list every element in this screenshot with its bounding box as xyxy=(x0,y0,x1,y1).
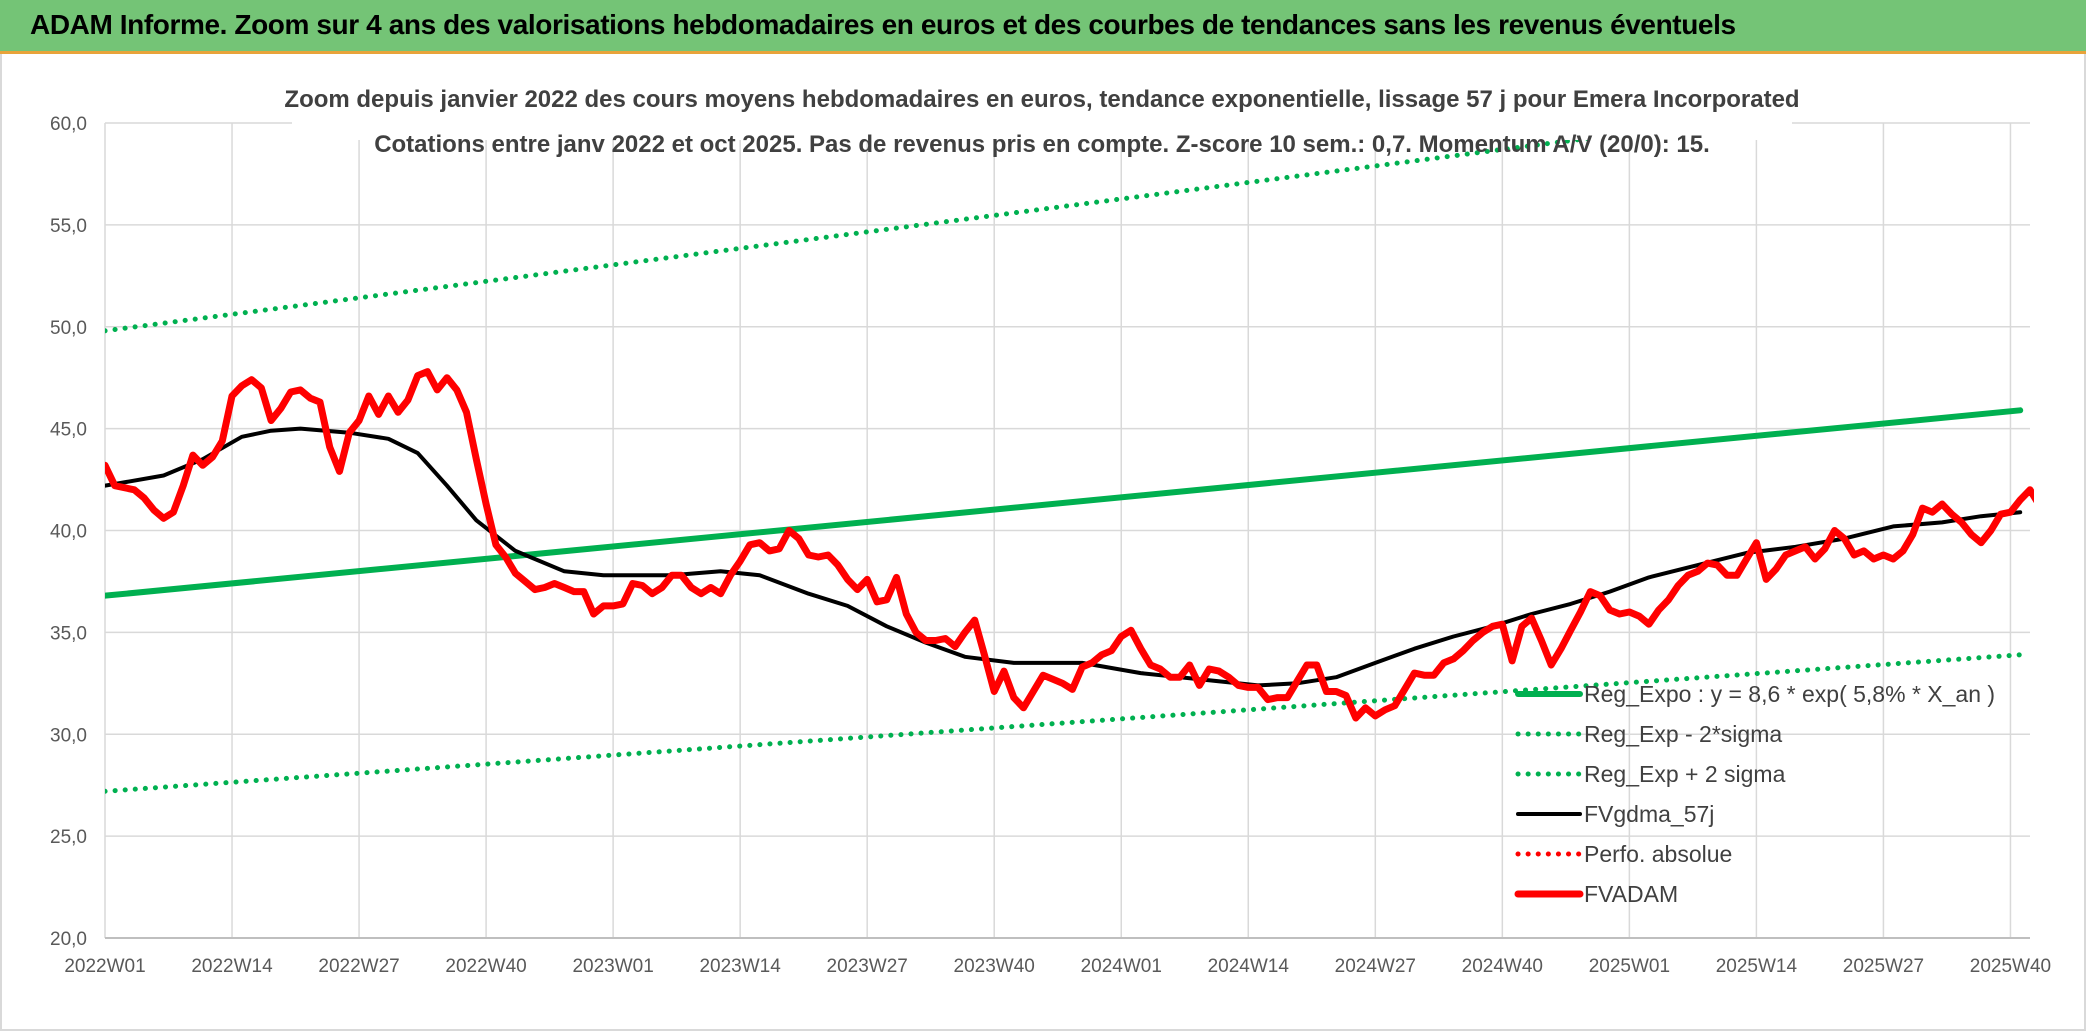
legend-label-reg-expo-line: Reg_Expo : y = 8,6 * exp( 5,8% * X_an ) xyxy=(1584,681,1995,707)
legend-label-fvadam-line: FVADAM xyxy=(1584,881,1678,907)
legend-label-fvgdma-57j-line: FVgdma_57j xyxy=(1584,801,1714,827)
x-tick-label: 2025W27 xyxy=(1843,956,1924,977)
chart-subtitle-line2: Cotations entre janv 2022 et oct 2025. P… xyxy=(374,131,1710,158)
fvgdma-57j-line xyxy=(105,426,2023,688)
x-tick-label: 2024W40 xyxy=(1462,956,1543,977)
reg-exp-minus-2sigma-line xyxy=(105,652,2023,794)
x-tick-label: 2025W40 xyxy=(1970,956,2051,977)
x-tick-label: 2024W14 xyxy=(1208,956,1290,977)
reg-exp-plus-2sigma-line xyxy=(105,119,1757,334)
y-tick-label: 40,0 xyxy=(50,522,87,543)
y-tick-label: 45,0 xyxy=(50,420,87,441)
y-tick-label: 55,0 xyxy=(50,216,87,237)
legend-label-perfo-absolue-line: Perfo. absolue xyxy=(1584,841,1732,867)
y-tick-label: 30,0 xyxy=(50,725,87,746)
chart-legend: Reg_Expo : y = 8,6 * exp( 5,8% * X_an ) R… xyxy=(1514,681,1995,907)
x-tick-label: 2023W01 xyxy=(572,956,653,977)
x-tick-label: 2025W01 xyxy=(1589,956,1670,977)
report-banner: ADAM Informe. Zoom sur 4 ans des valoris… xyxy=(0,0,2086,54)
x-tick-label: 2023W40 xyxy=(954,956,1035,977)
x-tick-label: 2024W01 xyxy=(1081,956,1162,977)
x-tick-label: 2025W14 xyxy=(1716,956,1798,977)
subtitle-background xyxy=(292,74,1792,140)
report-title: ADAM Informe. Zoom sur 4 ans des valoris… xyxy=(30,9,1736,40)
x-tick-label: 2022W40 xyxy=(445,956,526,977)
fvadam-line xyxy=(105,368,2034,722)
x-tick-label: 2023W27 xyxy=(827,956,908,977)
y-tick-label: 35,0 xyxy=(50,623,87,644)
x-tick-label: 2023W14 xyxy=(699,956,781,977)
x-tick-label: 2022W27 xyxy=(318,956,399,977)
y-tick-label: 25,0 xyxy=(50,827,87,848)
legend-label-reg-exp-plus-2sigma-line: Reg_Exp + 2 sigma xyxy=(1584,761,1786,787)
x-tick-label: 2022W01 xyxy=(64,956,145,977)
x-tick-label: 2022W14 xyxy=(191,956,273,977)
x-tick-label: 2024W27 xyxy=(1335,956,1416,977)
legend-label-reg-exp-minus-2sigma-line: Reg_Exp - 2*sigma xyxy=(1584,721,1782,747)
chart-subtitle-line1: Zoom depuis janvier 2022 des cours moyen… xyxy=(284,86,1799,113)
reg-expo-line xyxy=(105,407,2024,599)
y-tick-label: 50,0 xyxy=(50,318,87,339)
y-tick-label: 60,0 xyxy=(50,114,87,135)
y-tick-label: 20,0 xyxy=(50,929,87,950)
